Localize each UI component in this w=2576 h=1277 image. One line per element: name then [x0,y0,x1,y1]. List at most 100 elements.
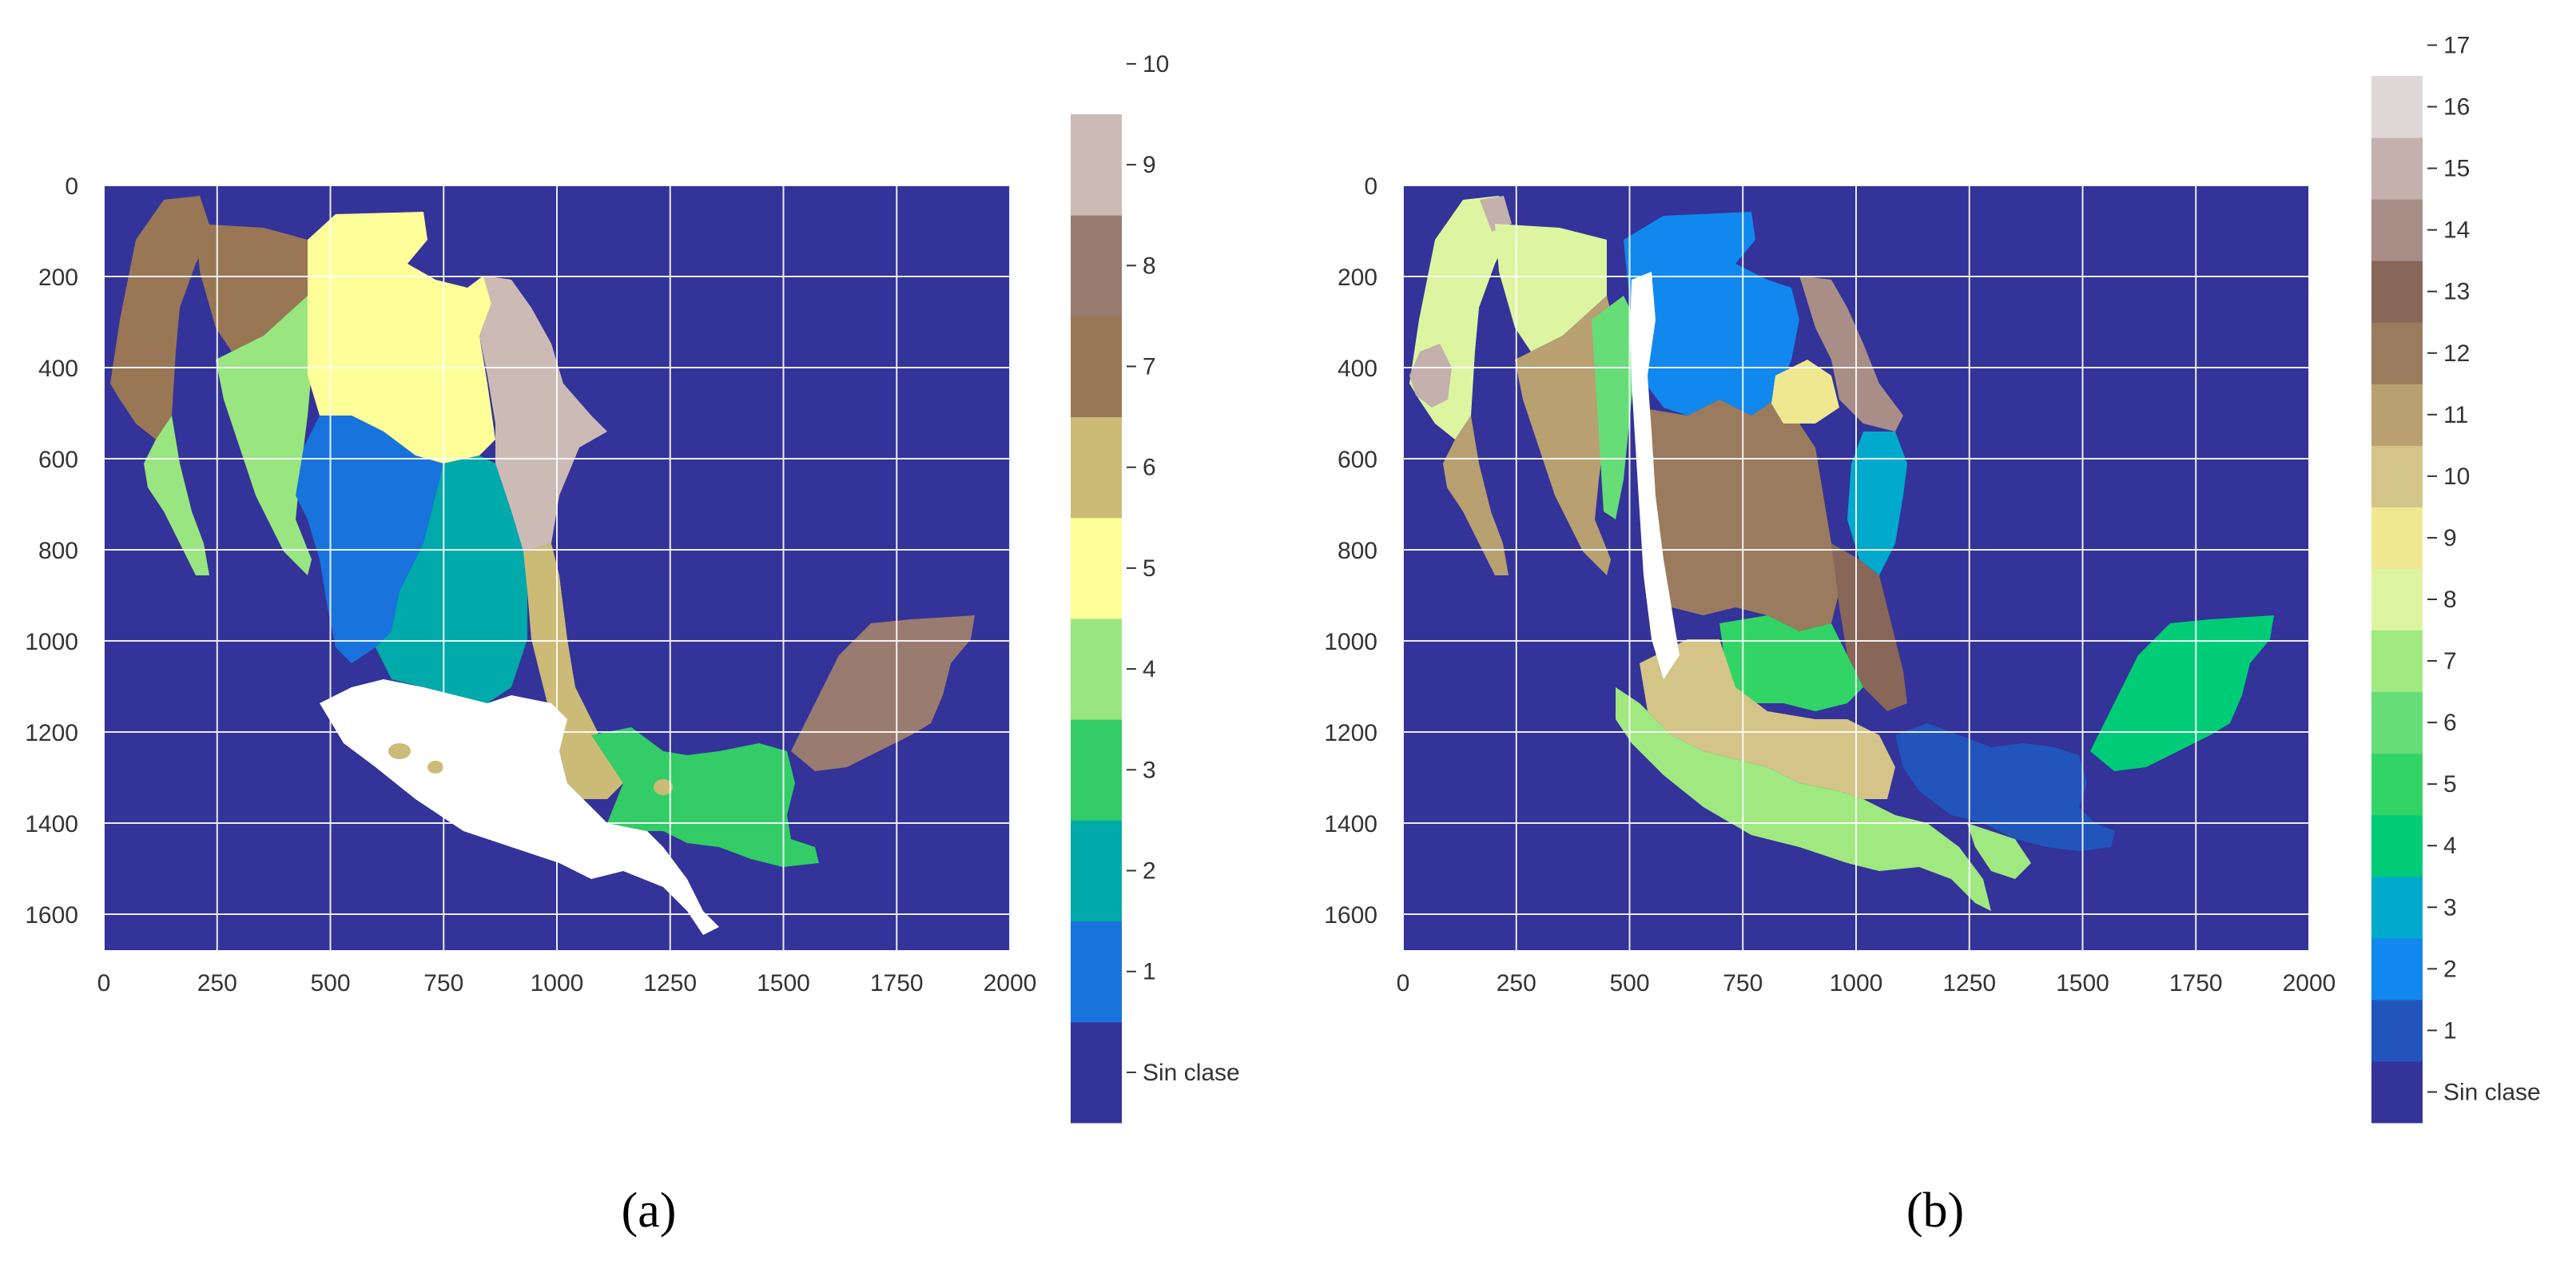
colorbar-swatch [2371,814,2423,877]
map-b [1402,185,2310,950]
colorbar-label: 8 [2443,587,2457,613]
colorbar-label: 14 [2443,217,2470,244]
colorbar-label: 11 [2443,402,2468,428]
y-tick-label: 800 [1338,538,1377,564]
colorbar-swatch [1071,416,1122,519]
region-ne [1799,276,1903,432]
x-tick-label: 500 [310,970,350,997]
region-baja-south [144,416,209,575]
colorbar-swatch [1071,316,1122,418]
region-central-green [1719,615,1863,711]
x-tick-label: 0 [1397,970,1410,997]
figure-b: 0 250 500 750 1000 1250 1500 1750 2000 0… [1288,0,2576,1273]
y-tick-label: 1200 [1324,720,1377,746]
colorbar-label: 3 [1143,757,1156,783]
region-patch-a3 [654,779,673,795]
x-tick-label: 1750 [2169,970,2223,997]
colorbar-swatch [1071,619,1122,720]
colorbar-label: 7 [1143,354,1156,380]
x-axis-b: 0 250 500 750 1000 1250 1500 1750 2000 [1397,970,2336,997]
colorbar-label: 5 [1143,555,1156,582]
colorbar-label: 2 [2443,956,2457,982]
y-tick-label: 600 [1338,447,1377,473]
x-tick-label: 250 [197,970,237,997]
colorbar-label: Sin clase [2443,1079,2541,1105]
colorbar-swatch [2371,445,2423,507]
region-oaxaca-chiapas [591,727,819,867]
colorbar-swatch [1071,820,1122,922]
region-baja-south [1443,416,1509,575]
colorbar-swatch [2371,999,2423,1062]
x-tick-label: 2000 [2283,970,2336,997]
colorbar-label: 17 [2443,32,2470,58]
region-yellow [1771,360,1839,424]
y-tick-label: 200 [38,265,78,291]
colorbar-label: 15 [2443,156,2470,182]
colorbar-swatch [2371,630,2423,693]
colorbar-swatch [2371,76,2423,138]
colorbar-a: Sin clase 1 2 3 4 5 6 7 8 9 10 [1071,51,1240,1124]
colorbar-label: 16 [2443,94,2470,121]
colorbar-swatch [1071,215,1122,316]
colorbar-label: 4 [2443,833,2457,859]
colorbar-label: 13 [2443,279,2470,305]
x-tick-label: 750 [423,970,463,997]
y-tick-label: 0 [1364,173,1377,200]
region-patch-a1 [388,743,411,759]
x-tick-label: 2000 [984,970,1037,997]
colorbar-label: 8 [1143,253,1156,279]
figure-caption: (b) [1906,1184,1965,1238]
x-tick-label: 1000 [1830,970,1883,997]
colorbar-label: 5 [2443,771,2457,798]
region-pacific [1616,687,1991,911]
y-tick-label: 200 [1338,265,1377,291]
colorbar-swatch [2371,568,2423,631]
x-tick-label: 0 [97,970,111,997]
colorbar-swatch [2371,753,2423,816]
region-west-coast [216,296,316,575]
colorbar-swatch [2371,137,2423,200]
colorbar-swatch [2371,507,2423,569]
y-axis-a: 0 200 400 600 800 1000 1200 1400 1600 [25,173,78,929]
colorbar-swatch [1071,1021,1122,1124]
region-chihuahua [308,212,495,463]
region-baja-north [110,196,212,440]
region-sonora [196,224,308,352]
colorbar-swatch [2371,691,2423,754]
colorbar-label: 2 [1143,858,1156,885]
figure-a: 0 250 500 750 1000 1250 1500 1750 2000 0… [0,0,1288,1273]
x-tick-label: 1250 [643,970,697,997]
y-tick-label: 1400 [25,811,78,837]
y-tick-label: 1000 [1324,629,1377,655]
x-tick-label: 1000 [531,970,584,997]
colorbar-label: 6 [1143,455,1156,481]
y-axis-b: 0 200 400 600 800 1000 1200 1400 1600 [1324,173,1377,929]
colorbar-swatch [2371,261,2423,323]
region-chihuahua [1624,212,1799,416]
y-tick-label: 1400 [1324,811,1377,837]
colorbar-swatch [2371,1060,2423,1124]
y-tick-label: 1600 [1324,902,1377,929]
colorbar-label: 6 [2443,710,2457,736]
colorbar-label: 7 [2443,648,2457,674]
colorbar-swatch [1071,719,1122,821]
colorbar-swatch [1071,921,1122,1023]
region-durango [296,416,443,663]
y-tick-label: 1600 [25,902,78,929]
y-tick-label: 0 [65,173,78,200]
region-sonora [1495,224,1607,352]
x-tick-label: 1500 [2056,970,2109,997]
x-axis-a: 0 250 500 750 1000 1250 1500 1750 2000 [97,970,1037,997]
colorbar-swatch [2371,199,2423,261]
region-baja-top [1480,196,1512,232]
region-isthmus [1895,723,2115,851]
region-central-unclassified [320,679,719,935]
colorbar-swatch [2371,322,2423,384]
colorbar-label: 4 [1143,656,1156,682]
colorbar-label: 9 [2443,525,2457,551]
region-baja-pink [1409,344,1452,408]
region-central-mixed [1640,639,1895,799]
x-tick-label: 500 [1609,970,1649,997]
region-unclassified [1630,272,1680,679]
